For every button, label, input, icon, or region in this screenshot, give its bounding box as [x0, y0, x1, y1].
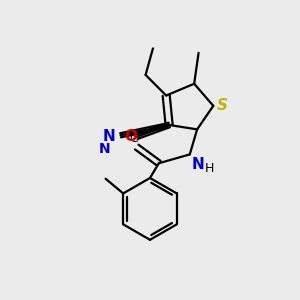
Text: N: N: [103, 129, 115, 144]
Text: N: N: [98, 142, 110, 155]
Text: S: S: [217, 98, 228, 113]
Text: O: O: [124, 129, 137, 144]
Text: N: N: [191, 157, 204, 172]
Text: C: C: [129, 132, 138, 145]
Text: H: H: [205, 162, 214, 175]
